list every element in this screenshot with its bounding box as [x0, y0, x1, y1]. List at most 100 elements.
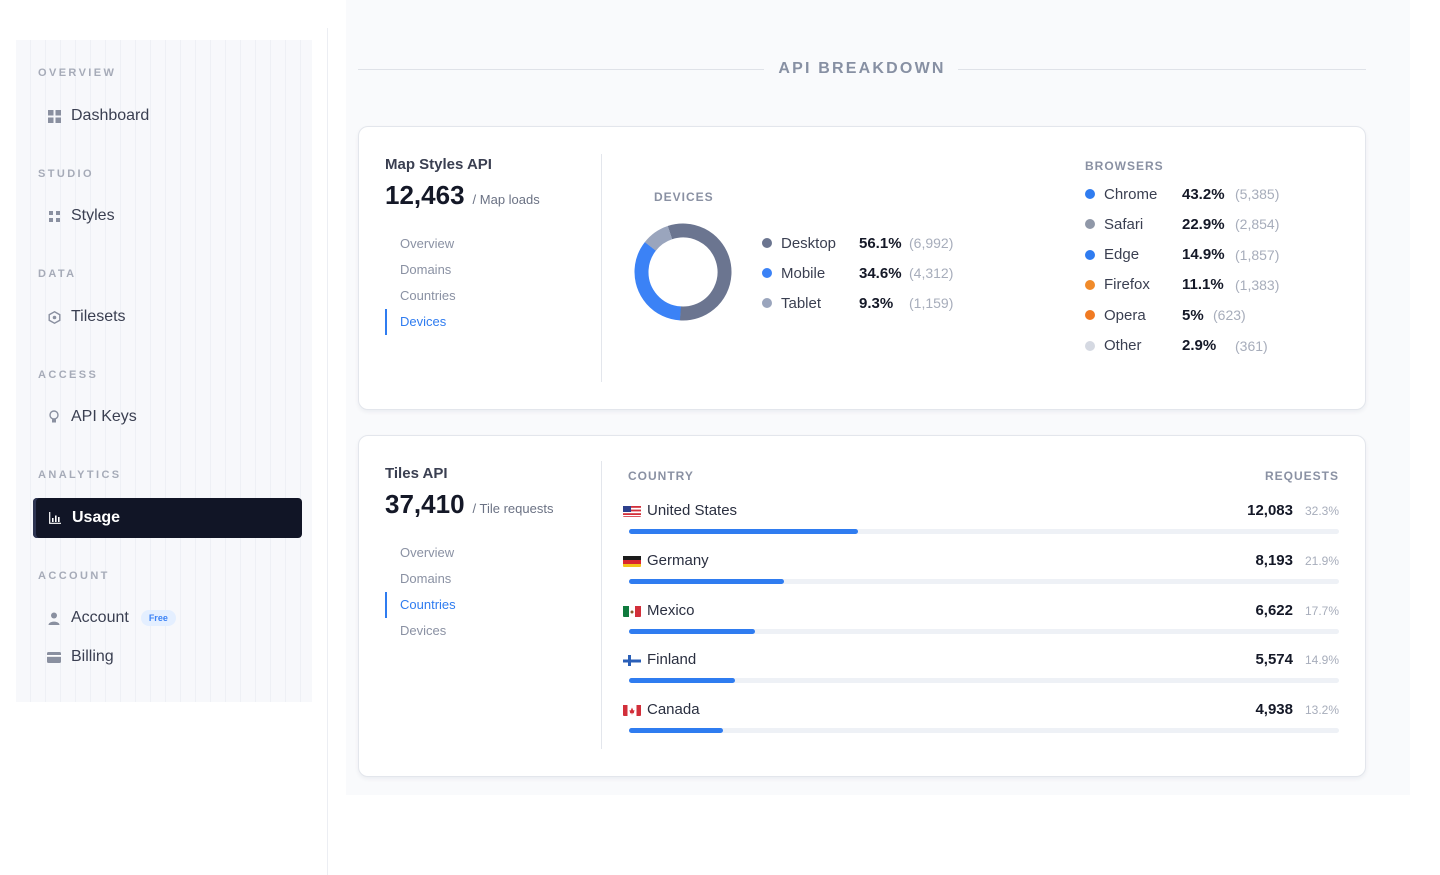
heading-rule-right: [958, 69, 1366, 70]
progress-track: [629, 728, 1339, 734]
donut-slice-tablet: [634, 223, 732, 321]
sidebar-section-studio: STUDIO: [38, 168, 94, 180]
plan-badge: Free: [140, 610, 176, 626]
legend-dot: [1085, 279, 1095, 290]
section-heading: API BREAKDOWN: [358, 58, 1366, 80]
progress-track: [629, 628, 1339, 634]
legend-label: Other: [1104, 337, 1142, 354]
sidebar-item-label: Account: [71, 609, 129, 626]
legend-label: Opera: [1104, 306, 1146, 324]
browser-legend-item: Chrome 43.2% (5,385): [1085, 183, 1315, 205]
sidebar-section-data: DATA: [38, 268, 77, 280]
legend-dot: [1085, 310, 1095, 321]
progress-track: [629, 678, 1339, 684]
legend-label: Firefox: [1104, 276, 1150, 294]
request-count: 6,622: [1255, 601, 1293, 619]
legend-label: Edge: [1104, 246, 1140, 264]
country-name: Mexico: [647, 601, 695, 619]
legend-dot: [1085, 219, 1095, 230]
subnav-overview[interactable]: Overview: [400, 236, 455, 251]
browser-legend-item: Edge 14.9% (1,857): [1085, 244, 1315, 266]
sidebar: OVERVIEW Dashboard STUDIO Styles DATA Ti…: [0, 0, 328, 875]
device-legend-item: Mobile 34.6% (4,312): [762, 262, 982, 284]
country-name: Finland: [647, 651, 697, 669]
request-count: 4,938: [1255, 701, 1293, 719]
sidebar-section-overview: OVERVIEW: [38, 67, 117, 79]
request-percent: 17.7%: [1304, 603, 1339, 618]
progress-fill: [629, 578, 785, 584]
legend-percent: 2.9%: [1182, 337, 1217, 354]
request-count: 12,083: [1247, 502, 1293, 519]
sidebar-item-tilesets[interactable]: Tilesets: [46, 302, 126, 332]
request-percent: 13.2%: [1304, 703, 1339, 718]
country-name: United States: [647, 502, 738, 519]
subnav-domains[interactable]: Domains: [400, 262, 452, 277]
legend-percent: 56.1%: [859, 234, 902, 252]
subnav-devices[interactable]: Devices: [400, 623, 447, 638]
legend-percent: 9.3%: [859, 294, 894, 312]
legend-dot: [762, 268, 772, 278]
progress-fill: [629, 728, 723, 734]
subnav-devices[interactable]: Devices: [385, 309, 456, 335]
subnav-countries[interactable]: Countries: [385, 592, 456, 618]
request-percent: 32.3%: [1304, 504, 1339, 518]
card-divider: [601, 154, 602, 382]
progress-fill: [629, 678, 735, 684]
sidebar-item-label: Dashboard: [71, 107, 150, 124]
legend-percent: 34.6%: [859, 264, 902, 282]
legend-count: (1,857): [1235, 246, 1280, 263]
browsers-label: BROWSERS: [1085, 159, 1164, 173]
sidebar-item-label: Styles: [71, 207, 115, 224]
sidebar-item-api-keys[interactable]: API Keys: [46, 402, 137, 432]
total-unit: / Tile requests: [472, 501, 554, 516]
sidebar-item-usage[interactable]: Usage: [33, 498, 302, 538]
legend-count: (361): [1235, 337, 1268, 354]
requests-column-header: REQUESTS: [1264, 469, 1339, 483]
sidebar-item-dashboard[interactable]: Dashboard: [46, 101, 149, 131]
sidebar-item-label: Billing: [71, 648, 114, 665]
heading-rule-left: [358, 69, 764, 70]
subnav-overview[interactable]: Overview: [400, 545, 455, 560]
sidebar-section-analytics: ANALYTICS: [38, 469, 122, 481]
table-row: Finland 5,574 14.9%: [623, 651, 1339, 691]
card-title: Map Styles API: [385, 156, 492, 173]
devices-donut-chart: [634, 223, 732, 321]
progress-fill: [629, 529, 859, 534]
bar-chart-icon: [47, 510, 63, 526]
sidebar-item-label: API Keys: [71, 408, 137, 425]
progress-track: [629, 529, 1339, 534]
grid-icon: [46, 108, 62, 124]
legend-count: (1,159): [909, 295, 954, 311]
germany-flag-icon: [623, 555, 641, 567]
request-percent: 14.9%: [1304, 653, 1339, 668]
device-legend-item: Tablet 9.3% (1,159): [762, 292, 982, 314]
browser-legend-item: Firefox 11.1% (1,383): [1085, 274, 1315, 296]
request-percent: 21.9%: [1304, 553, 1339, 568]
mexico-flag-icon: [623, 605, 641, 617]
user-icon: [46, 610, 62, 626]
legend-dot: [1085, 340, 1095, 351]
sidebar-item-billing[interactable]: Billing: [46, 642, 114, 672]
legend-label: Tablet: [781, 294, 822, 312]
subnav-countries[interactable]: Countries: [400, 288, 456, 303]
sidebar-divider: [327, 28, 328, 875]
table-row: Mexico 6,622 17.7%: [623, 602, 1339, 642]
total-requests: 37,410 / Tile requests: [385, 489, 553, 520]
country-name: Germany: [647, 551, 709, 569]
sidebar-item-styles[interactable]: Styles: [46, 201, 115, 231]
subnav-domains[interactable]: Domains: [400, 571, 452, 586]
sidebar-background: [16, 40, 312, 702]
browser-legend-item: Safari 22.9% (2,854): [1085, 213, 1315, 235]
legend-dot: [762, 298, 772, 308]
legend-percent: 22.9%: [1182, 215, 1225, 233]
sidebar-section-access: ACCESS: [38, 369, 99, 381]
sidebar-item-account[interactable]: Account Free: [46, 603, 176, 633]
legend-percent: 11.1%: [1182, 276, 1224, 294]
legend-label: Mobile: [781, 264, 826, 282]
donut-slice-mobile: [634, 223, 732, 321]
request-count: 5,574: [1255, 651, 1293, 669]
legend-percent: 5%: [1182, 306, 1204, 324]
card-icon: [46, 649, 62, 665]
browser-legend-item: Other 2.9% (361): [1085, 335, 1315, 357]
map-styles-card: Map Styles API 12,463 / Map loads Overvi…: [358, 126, 1366, 410]
